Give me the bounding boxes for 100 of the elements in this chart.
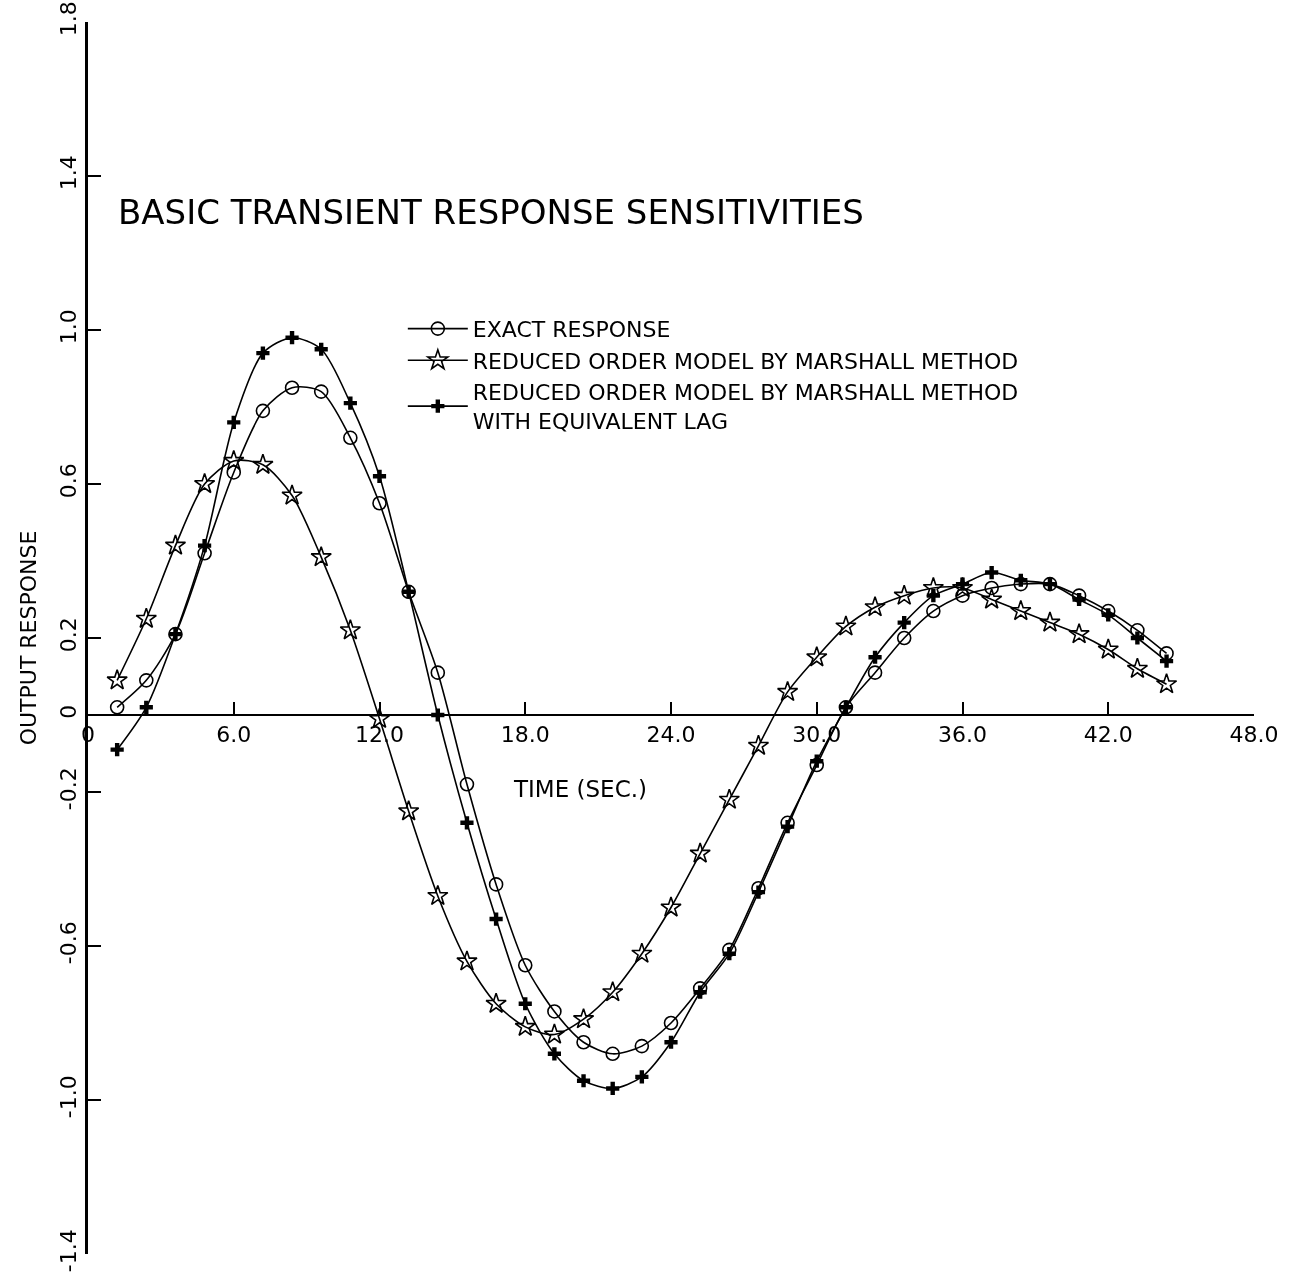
point [693,985,707,999]
point [810,754,824,768]
point [517,957,533,973]
point [339,619,362,640]
y-tick-label: 0.2 [56,617,82,653]
y-tick-label: -1.0 [56,1075,82,1119]
point [751,880,766,896]
point [139,673,154,688]
y-tick-label: -0.2 [56,767,82,811]
y-tick-label: 1.0 [56,309,82,345]
point [372,495,387,511]
point [372,469,387,483]
point [926,603,941,619]
point [896,630,912,646]
point [514,1015,537,1037]
point [576,1034,591,1050]
point [164,534,187,555]
point [489,912,503,926]
y-axis-title: OUTPUT RESPONSE [16,530,41,746]
point [106,669,128,690]
point [572,1007,595,1029]
point [547,1004,562,1019]
point [601,980,624,1002]
point [397,799,420,821]
legend-label: REDUCED ORDER MODEL BY MARSHALL METHOD [472,348,1019,374]
point [576,1074,591,1088]
point [252,453,274,475]
point [197,546,212,561]
point [547,1047,561,1061]
point [805,645,828,667]
point [722,947,736,961]
y-tick-label: 0 [56,704,82,719]
point [635,1070,649,1084]
point [634,1038,650,1054]
point [835,615,857,636]
point [284,380,300,396]
point [893,584,915,605]
point [660,896,682,917]
y-tick-label: -0.6 [56,921,82,965]
point [193,472,216,494]
point [281,484,303,505]
x-tick-label: 36.0 [938,722,987,748]
point [1068,622,1090,644]
point [664,1035,678,1049]
point [1100,603,1116,619]
point [139,700,153,714]
point [1072,592,1086,607]
point [543,1023,566,1044]
x-tick-label: 18.0 [500,722,550,748]
y-tick-label: 1.4 [56,155,82,191]
point [135,607,158,629]
point [110,743,124,757]
point [867,665,883,680]
point [781,820,795,834]
point [488,877,504,892]
point [1130,631,1144,645]
point [751,885,766,899]
point [809,757,825,773]
point [1039,611,1061,632]
point [980,588,1003,609]
point [984,580,999,596]
y-tick-label: 0.6 [56,463,82,499]
x-tick-label: 42.0 [1083,722,1133,748]
point [747,734,770,756]
y-tick-label: 1.8 [56,1,82,37]
point [955,588,970,603]
x-tick-label: 48.0 [1229,722,1279,748]
legend-label: EXACT RESPONSE [472,317,671,343]
point [985,565,999,580]
point [631,942,653,963]
point [313,384,329,399]
point [222,449,245,471]
point [310,545,332,567]
point [198,539,212,553]
point [456,950,478,971]
point [1130,623,1145,638]
text: BASIC TRANSIENT RESPONSE SENSITIVITIES [118,191,864,232]
point [722,942,737,958]
legend-label: REDUCED ORDER MODEL BY MARSHALL METHOD WITH EQUIVALENT LAG [472,380,1019,434]
point [718,788,741,809]
point [692,981,708,996]
point [518,997,532,1011]
point [256,346,270,360]
point [1159,654,1174,668]
point [897,616,911,630]
point [1155,672,1178,694]
point [1014,573,1028,587]
point [776,680,799,702]
point [343,430,358,446]
point [109,700,125,715]
point [1010,599,1032,621]
point [343,396,357,410]
point [926,589,940,603]
x-tick-label: 6.0 [216,722,252,748]
point [1159,646,1174,661]
point [663,1015,679,1031]
point [427,884,449,906]
point [1101,608,1115,622]
point [868,650,882,664]
point [314,342,328,356]
